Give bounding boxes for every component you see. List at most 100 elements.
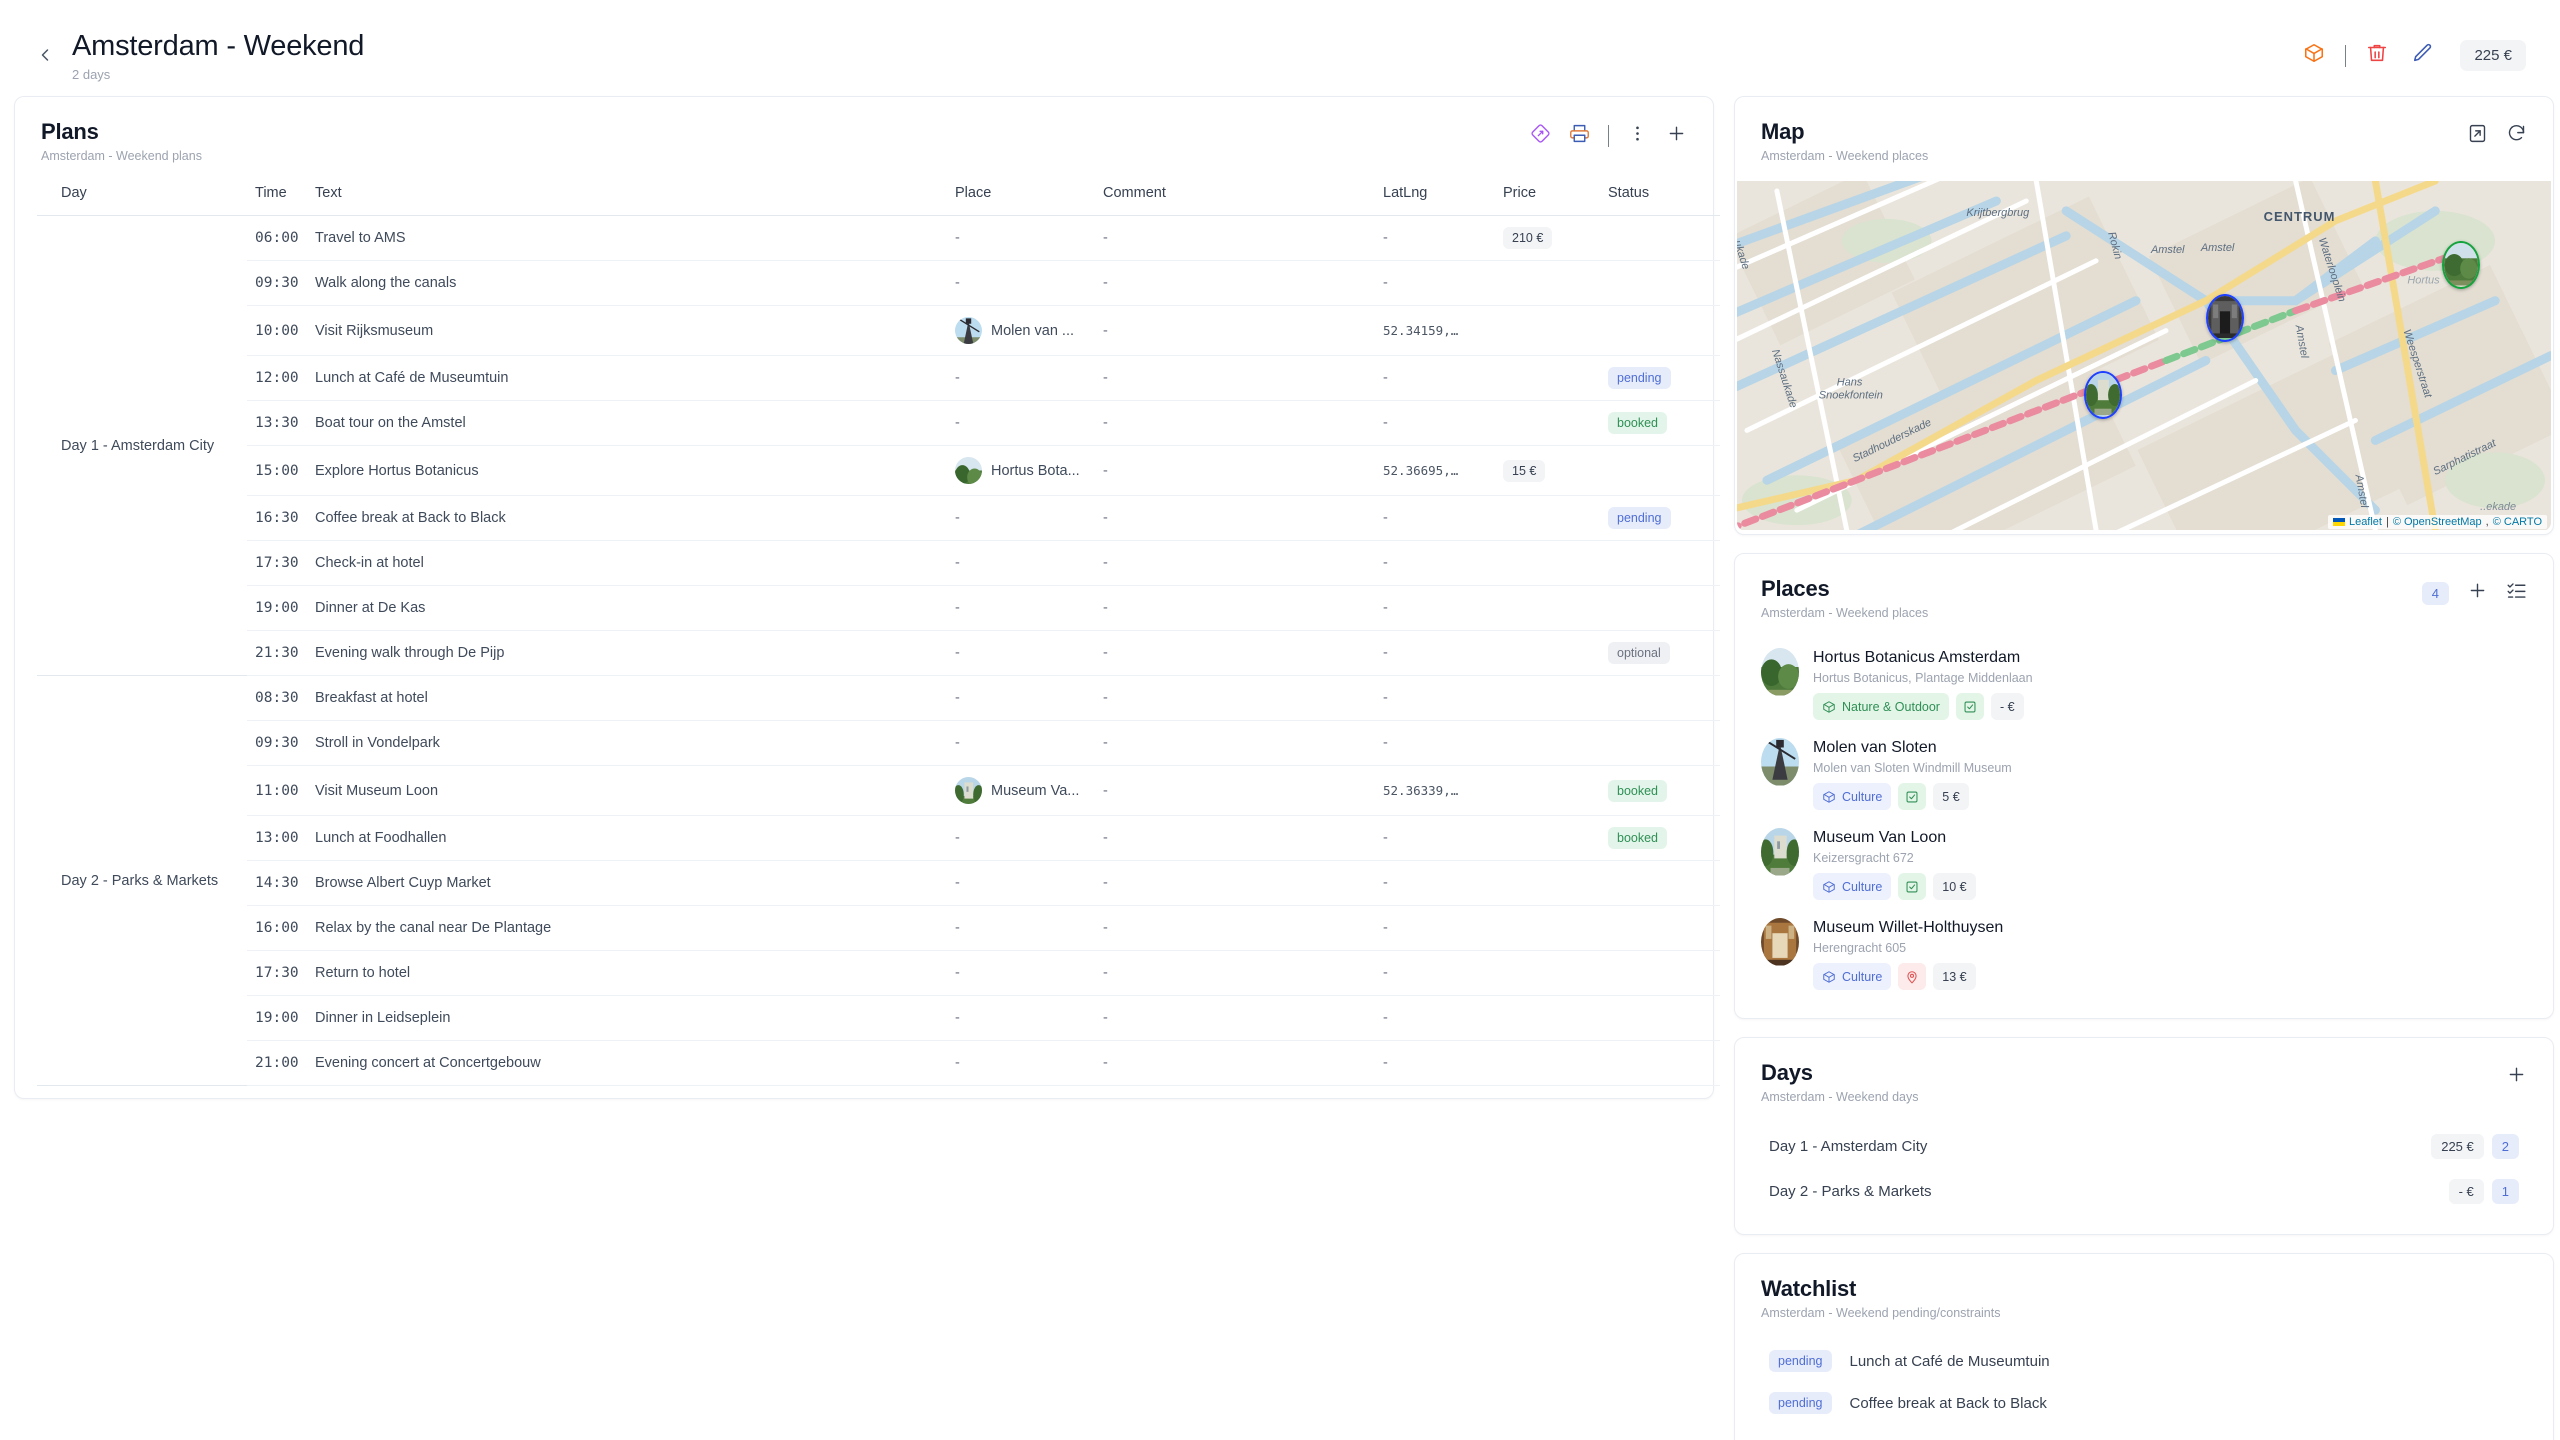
plan-latlng[interactable]: - bbox=[1375, 995, 1495, 1041]
edit-button[interactable] bbox=[2408, 41, 2438, 71]
plus-icon[interactable] bbox=[2467, 580, 2488, 606]
route-diamond-icon[interactable] bbox=[1530, 123, 1551, 149]
plan-status[interactable] bbox=[1600, 1040, 1720, 1086]
plan-status[interactable] bbox=[1600, 260, 1720, 306]
plan-price[interactable] bbox=[1495, 905, 1600, 951]
plan-price[interactable] bbox=[1495, 400, 1600, 446]
plan-time[interactable]: 12:00 bbox=[247, 355, 307, 401]
plan-text[interactable]: Stroll in Vondelpark bbox=[307, 720, 947, 766]
table-row[interactable]: 21:00 Evening concert at Concertgebouw - - - bbox=[37, 1040, 1720, 1086]
plan-time[interactable]: 15:00 bbox=[247, 445, 307, 496]
plan-latlng[interactable]: - bbox=[1375, 950, 1495, 996]
map-marker-willet-holthuysen[interactable] bbox=[2206, 293, 2245, 342]
delete-button[interactable] bbox=[2362, 41, 2392, 71]
plan-price[interactable]: 15 € bbox=[1495, 445, 1600, 496]
plan-price[interactable] bbox=[1495, 1040, 1600, 1086]
column-header-status[interactable]: Status bbox=[1600, 181, 1720, 216]
plan-price[interactable] bbox=[1495, 815, 1600, 861]
plan-text[interactable]: Coffee break at Back to Black bbox=[307, 495, 947, 541]
plus-icon[interactable] bbox=[2506, 1064, 2527, 1090]
plan-latlng[interactable]: - bbox=[1375, 540, 1495, 586]
plan-text[interactable]: Explore Hortus Botanicus bbox=[307, 445, 947, 496]
plan-price[interactable] bbox=[1495, 950, 1600, 996]
check-square-icon[interactable] bbox=[1955, 693, 1984, 720]
plan-time[interactable]: 08:30 bbox=[247, 675, 307, 721]
cube-button[interactable] bbox=[2299, 41, 2329, 71]
plan-comment[interactable]: - bbox=[1095, 495, 1375, 541]
plan-status[interactable]: booked bbox=[1600, 815, 1720, 861]
table-row[interactable]: 13:30 Boat tour on the Amstel - - - booked bbox=[37, 400, 1720, 446]
plan-comment[interactable]: - bbox=[1095, 950, 1375, 996]
plan-price[interactable]: 210 € bbox=[1495, 215, 1600, 261]
back-button[interactable] bbox=[28, 40, 62, 74]
table-row[interactable]: Day 1 - Amsterdam City 06:00 Travel to AMS… bbox=[37, 215, 1720, 676]
plan-time[interactable]: 16:30 bbox=[247, 495, 307, 541]
plan-status[interactable]: pending bbox=[1600, 495, 1720, 541]
plan-comment[interactable]: - bbox=[1095, 1040, 1375, 1086]
plan-status[interactable]: optional bbox=[1600, 630, 1720, 676]
plan-place[interactable]: - bbox=[947, 495, 1095, 541]
plan-comment[interactable]: - bbox=[1095, 305, 1375, 356]
plan-place[interactable]: - bbox=[947, 400, 1095, 446]
plan-price[interactable] bbox=[1495, 860, 1600, 906]
plan-text[interactable]: Return to hotel bbox=[307, 950, 947, 996]
plan-comment[interactable]: - bbox=[1095, 720, 1375, 766]
plan-comment[interactable]: - bbox=[1095, 905, 1375, 951]
plan-time[interactable]: 13:30 bbox=[247, 400, 307, 446]
plan-place[interactable]: - bbox=[947, 630, 1095, 676]
watchlist-item[interactable]: pending Lunch at Café de Museumtuin bbox=[1761, 1340, 2527, 1382]
plan-price[interactable] bbox=[1495, 260, 1600, 306]
plan-comment[interactable]: - bbox=[1095, 215, 1375, 261]
check-square-icon[interactable] bbox=[1898, 873, 1927, 900]
plan-comment[interactable]: - bbox=[1095, 585, 1375, 631]
plan-status[interactable] bbox=[1600, 950, 1720, 996]
place-list-item[interactable]: Museum Willet-Holthuysen Herengracht 605 C… bbox=[1761, 910, 2527, 1000]
table-row[interactable]: 12:00 Lunch at Café de Museumtuin - - - pendi… bbox=[37, 355, 1720, 401]
table-row[interactable]: 17:30 Check-in at hotel - - - bbox=[37, 540, 1720, 586]
plan-latlng[interactable]: - bbox=[1375, 630, 1495, 676]
plan-text[interactable]: Walk along the canals bbox=[307, 260, 947, 306]
check-square-icon[interactable] bbox=[1898, 783, 1927, 810]
plan-place[interactable]: Molen van ... bbox=[947, 305, 1095, 356]
more-vertical-icon[interactable] bbox=[1627, 123, 1648, 149]
plan-place[interactable]: - bbox=[947, 260, 1095, 306]
plan-time[interactable]: 14:30 bbox=[247, 860, 307, 906]
map-pin-icon[interactable] bbox=[1898, 963, 1927, 990]
plan-comment[interactable]: - bbox=[1095, 260, 1375, 306]
plan-text[interactable]: Visit Museum Loon bbox=[307, 765, 947, 816]
map-marker-van-loon[interactable] bbox=[2084, 370, 2123, 419]
plan-time[interactable]: 21:30 bbox=[247, 630, 307, 676]
table-row[interactable]: 11:00 Visit Museum Loon Museum Va... -52.3… bbox=[37, 765, 1720, 816]
plan-status[interactable] bbox=[1600, 445, 1720, 496]
plan-latlng[interactable]: 52.36339,… bbox=[1375, 765, 1495, 816]
plan-status[interactable] bbox=[1600, 905, 1720, 951]
table-row[interactable]: 09:30 Stroll in Vondelpark - - - bbox=[37, 720, 1720, 766]
plan-latlng[interactable]: - bbox=[1375, 1040, 1495, 1086]
plan-text[interactable]: Lunch at Café de Museumtuin bbox=[307, 355, 947, 401]
table-row[interactable]: 19:00 Dinner in Leidseplein - - - bbox=[37, 995, 1720, 1041]
column-header-price[interactable]: Price bbox=[1495, 181, 1600, 216]
plan-place[interactable]: - bbox=[947, 540, 1095, 586]
plan-comment[interactable]: - bbox=[1095, 765, 1375, 816]
plan-text[interactable]: Dinner at De Kas bbox=[307, 585, 947, 631]
plan-text[interactable]: Evening walk through De Pijp bbox=[307, 630, 947, 676]
plan-text[interactable]: Browse Albert Cuyp Market bbox=[307, 860, 947, 906]
day-list-item[interactable]: Day 1 - Amsterdam City 225 € 2 bbox=[1761, 1124, 2527, 1169]
map-marker-hortus[interactable] bbox=[2442, 241, 2481, 289]
plan-price[interactable] bbox=[1495, 995, 1600, 1041]
carto-link[interactable]: © CARTO bbox=[2492, 516, 2542, 528]
plan-text[interactable]: Breakfast at hotel bbox=[307, 675, 947, 721]
column-header-comment[interactable]: Comment bbox=[1095, 181, 1375, 216]
column-header-day[interactable]: Day bbox=[37, 181, 247, 216]
table-row[interactable]: 17:30 Return to hotel - - - bbox=[37, 950, 1720, 996]
plan-time[interactable]: 09:30 bbox=[247, 720, 307, 766]
plan-text[interactable]: Evening concert at Concertgebouw bbox=[307, 1040, 947, 1086]
plan-latlng[interactable]: - bbox=[1375, 400, 1495, 446]
table-row[interactable]: 16:30 Coffee break at Back to Black - - - pen… bbox=[37, 495, 1720, 541]
table-row[interactable]: 16:00 Relax by the canal near De Plantage… bbox=[37, 905, 1720, 951]
plan-text[interactable]: Dinner in Leidseplein bbox=[307, 995, 947, 1041]
plan-place[interactable]: - bbox=[947, 950, 1095, 996]
plan-status[interactable]: booked bbox=[1600, 765, 1720, 816]
plan-place[interactable]: Hortus Bota... bbox=[947, 445, 1095, 496]
plan-status[interactable] bbox=[1600, 540, 1720, 586]
